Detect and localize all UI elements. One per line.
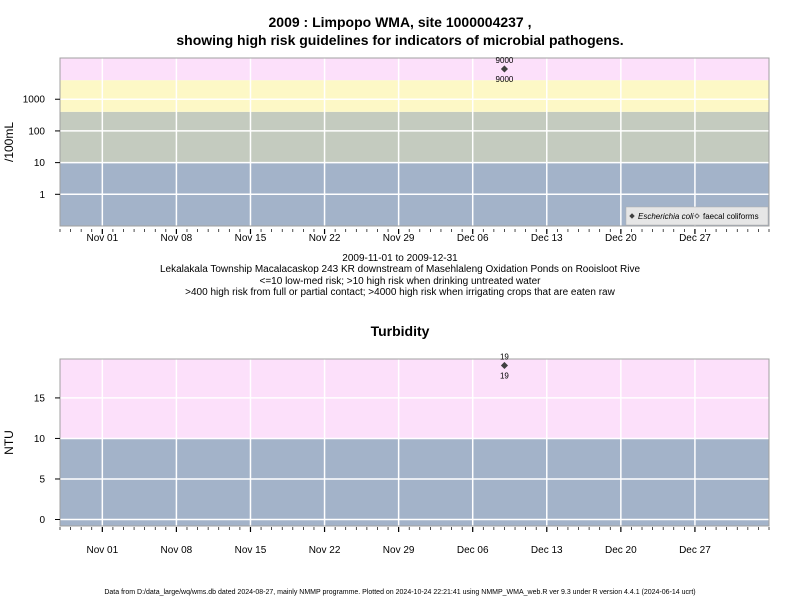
turbidity-y-tick-label-2: 10 [34,434,46,445]
microbial-y-axis-label: /100mL [2,122,16,162]
turbidity-x-tick-label-7: Dec 20 [605,545,637,556]
microbial-x-tick-label-6: Dec 13 [531,233,563,244]
microbial-data-point-0-0 [500,65,509,73]
microbial-legend-label-0: Escherichia coli [638,212,694,221]
microbial-legend-box [625,206,769,226]
microbial-risk-band-1 [60,111,769,163]
microbial-legend-marker-0 [629,213,635,219]
turbidity-y-tick-label-3: 15 [34,393,46,404]
turbidity-x-tick-label-5: Dec 06 [457,545,489,556]
turbidity-x-tick-label-1: Nov 08 [161,545,193,556]
chart-title-line-2: showing high risk guidelines for indicat… [176,32,624,48]
microbial-x-tick-label-3: Nov 22 [309,233,341,244]
microbial-x-tick-label-4: Nov 29 [383,233,415,244]
subtitle-guideline-contact: >400 high risk from full or partial cont… [185,287,615,298]
turbidity-x-tick-label-4: Nov 29 [383,545,415,556]
turbidity-x-tick-label-3: Nov 22 [309,545,341,556]
microbial-risk-band-3 [60,58,769,81]
microbial-x-tick-label-2: Nov 15 [235,233,267,244]
microbial-plot-frame [59,57,770,227]
microbial-legend-marker-1 [694,213,700,219]
turbidity-x-tick-label-0: Nov 01 [86,545,118,556]
turbidity-y-axis-label: NTU [2,430,16,455]
turbidity-plot-frame [59,358,770,527]
turbidity-x-tick-label-6: Dec 13 [531,545,563,556]
subtitle-site-description: Lekalakala Township Macalacaskop 243 KR … [159,264,641,275]
turbidity-y-tick-label-0: 0 [39,515,45,526]
microbial-legend-label-1: faecal coliforms [703,212,759,221]
microbial-x-tick-label-5: Dec 06 [457,233,489,244]
subtitle-guideline-drinking: <=10 low-med risk; >10 high risk when dr… [259,276,541,287]
microbial-data-label-above-0: 9000 [496,56,514,65]
turbidity-data-label-above-0: 19 [500,352,509,361]
turbidity-risk-band-0 [60,438,769,526]
subtitle-date-range: 2009-11-01 to 2009-12-31 [342,253,458,264]
turbidity-data-label-below-0: 19 [500,371,509,380]
turbidity-x-tick-label-2: Nov 15 [235,545,267,556]
microbial-y-tick-label-3: 1000 [23,95,46,106]
microbial-y-tick-label-0: 1 [39,190,45,201]
microbial-risk-band-2 [60,80,769,112]
microbial-x-tick-label-8: Dec 27 [679,233,711,244]
chart-title-line-1: 2009 : Limpopo WMA, site 1000004237 , [268,14,532,30]
microbial-y-tick-label-1: 10 [34,158,46,169]
microbial-x-tick-label-0: Nov 01 [86,233,118,244]
turbidity-x-tick-label-8: Dec 27 [679,545,711,556]
microbial-x-tick-label-1: Nov 08 [161,233,193,244]
footer-provenance: Data from D:/data_large/wq/wms.db dated … [104,589,696,596]
microbial-data-label-below-0: 9000 [496,75,514,84]
microbial-y-tick-label-2: 100 [28,126,45,137]
turbidity-y-tick-label-1: 5 [39,474,45,485]
turbidity-panel-title: Turbidity [370,323,430,339]
microbial-x-tick-label-7: Dec 20 [605,233,637,244]
turbidity-risk-band-1 [60,359,769,439]
turbidity-data-point-0-0 [500,361,509,370]
